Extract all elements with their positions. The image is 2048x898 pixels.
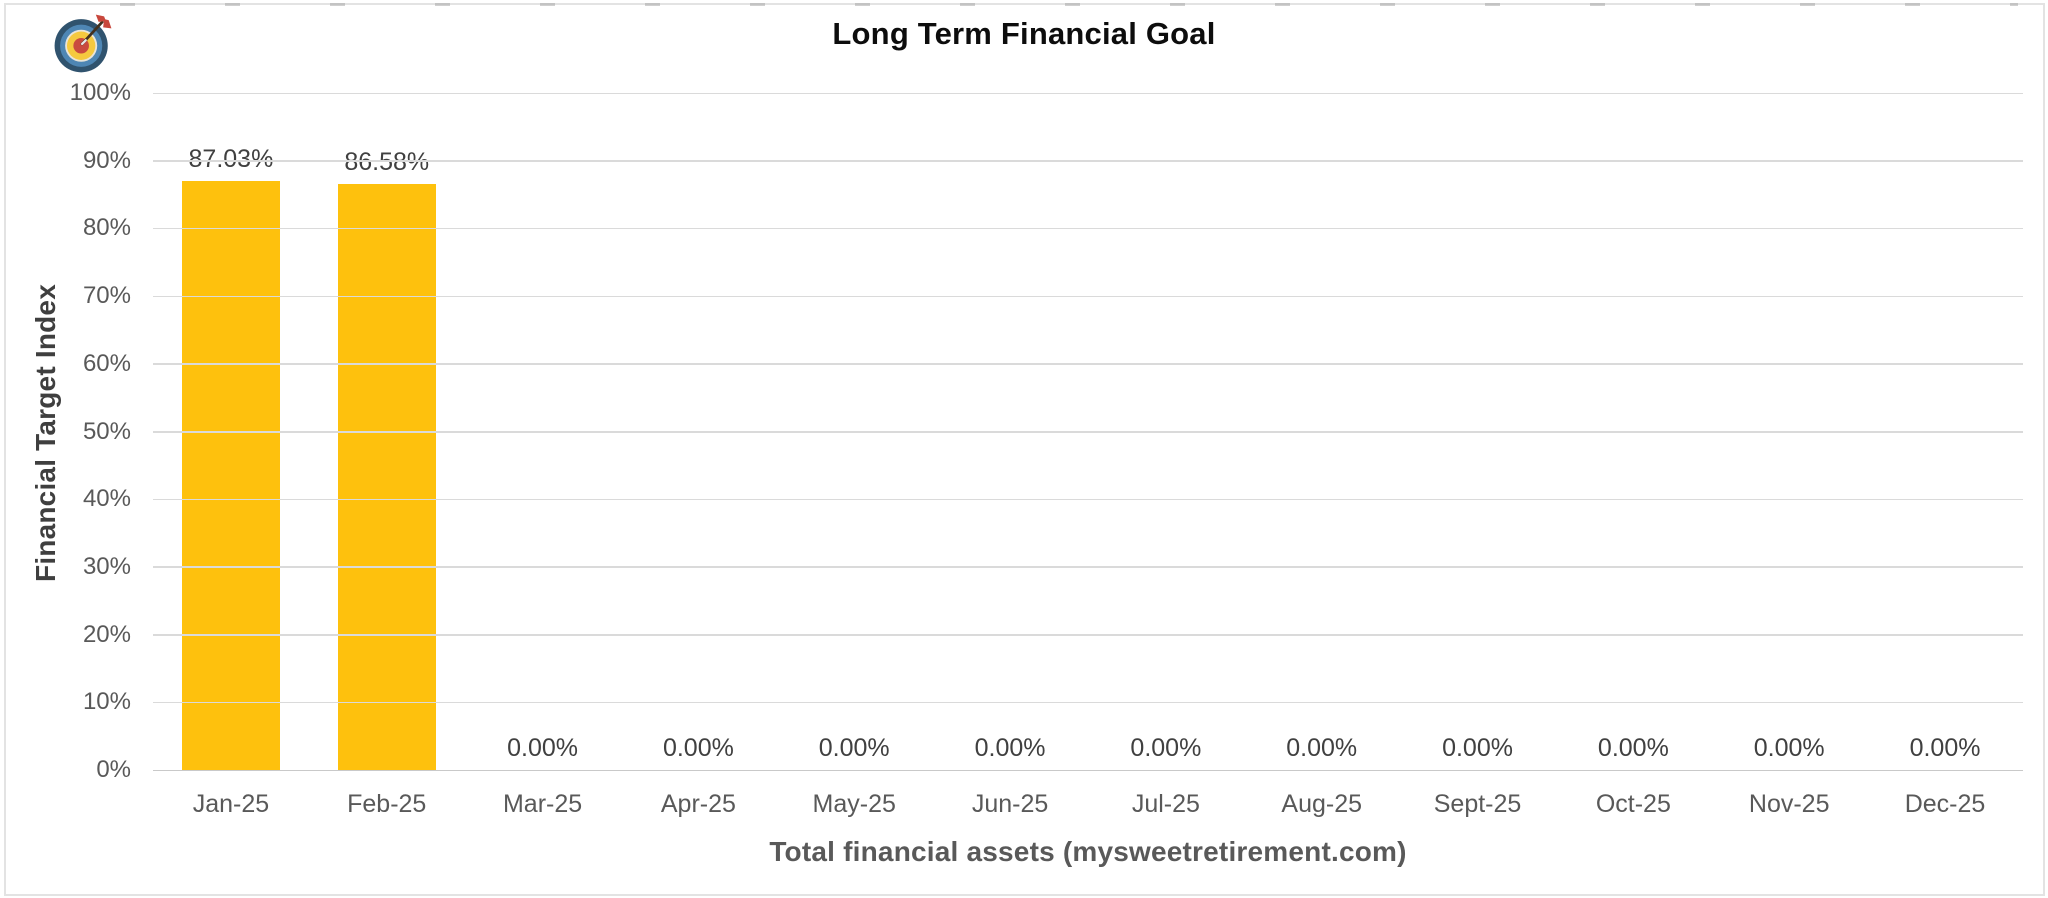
x-tick-label: Aug-25 — [1281, 790, 1363, 818]
y-tick-label: 20% — [82, 620, 131, 648]
bar — [337, 183, 436, 770]
bar-column: 0.00% — [1867, 93, 2023, 770]
bar-column: 0.00% — [1088, 93, 1244, 770]
chart-title: Long Term Financial Goal — [832, 16, 1216, 51]
gridline — [153, 498, 2023, 501]
x-tick-label: Mar-25 — [502, 790, 583, 818]
gridline — [153, 295, 2023, 298]
x-axis-line — [153, 769, 2023, 771]
data-label: 0.00% — [1597, 734, 1669, 762]
bar-column: 0.00% — [776, 93, 932, 770]
x-tick-label: Oct-25 — [1595, 790, 1671, 818]
y-axis: 0% 10% 20% 30% 40% 50% 60% 70% 80% 90% 100% — [0, 80, 131, 783]
y-tick-label: 10% — [82, 688, 131, 716]
x-tick-label: Jun-25 — [971, 790, 1049, 818]
x-axis: Jan-25 Feb-25 Mar-25 Apr-25 May-25 Jun-25 Jul-… — [153, 790, 2023, 819]
bar-column: 0.00% — [1555, 93, 1711, 770]
y-tick-label: 60% — [82, 349, 131, 377]
y-tick-label: 0% — [96, 756, 131, 783]
bar-column: 0.00% — [620, 93, 776, 770]
data-label: 86.58% — [344, 147, 430, 176]
y-tick-label: 80% — [82, 214, 131, 242]
plot-area: 87.03% 86.58% 0.00% 0.00% 0.00% 0.00% 0.00% 0.0… — [153, 92, 2023, 771]
data-label: 87.03% — [188, 144, 274, 173]
y-tick-label: 40% — [82, 485, 131, 513]
x-tick-label: May-25 — [812, 790, 896, 818]
x-tick-label: Jul-25 — [1131, 790, 1200, 818]
gridline — [153, 431, 2023, 433]
gridline — [153, 227, 2023, 230]
bar-column: 87.03% — [153, 93, 309, 770]
x-tick-label: Apr-25 — [660, 790, 736, 818]
bar-column: 0.00% — [1244, 93, 1400, 770]
data-label: 0.00% — [1286, 734, 1358, 762]
data-label: 0.00% — [818, 734, 890, 762]
gridline — [153, 634, 2023, 636]
gridline — [153, 92, 2023, 94]
bar-column: 0.00% — [932, 93, 1088, 770]
data-label: 0.00% — [1130, 734, 1202, 762]
gridline — [153, 363, 2023, 365]
data-label: 0.00% — [662, 734, 734, 762]
bar-column: 0.00% — [1400, 93, 1556, 770]
y-tick-label: 90% — [82, 146, 131, 174]
y-tick-label: 30% — [82, 552, 131, 580]
gridline — [153, 701, 2023, 704]
data-label: 0.00% — [507, 734, 579, 762]
data-label: 0.00% — [1753, 734, 1825, 762]
y-tick-label: 100% — [69, 79, 131, 106]
data-label: 0.00% — [1909, 734, 1981, 762]
x-tick-label: Sept-25 — [1433, 790, 1522, 818]
bar-series: 87.03% 86.58% 0.00% 0.00% 0.00% 0.00% 0.00% 0.0… — [153, 93, 2023, 770]
x-tick-label: Nov-25 — [1748, 790, 1830, 818]
bar-column: 0.00% — [465, 93, 621, 770]
y-tick-label: 70% — [82, 282, 131, 310]
x-tick-label: Dec-25 — [1904, 790, 1986, 818]
bar-column: 0.00% — [1711, 93, 1867, 770]
x-tick-label: Jan-25 — [192, 790, 270, 818]
spreadsheet-grid-remnant — [30, 3, 2018, 6]
data-label: 0.00% — [974, 734, 1046, 762]
x-tick-label: Feb-25 — [347, 790, 427, 818]
gridline — [153, 566, 2023, 568]
data-label: 0.00% — [1442, 734, 1513, 762]
bar — [181, 180, 280, 770]
x-axis-title: Total financial assets (mysweetretiremen… — [769, 836, 1407, 867]
y-tick-label: 50% — [82, 417, 131, 445]
gridline — [153, 160, 2023, 162]
target-dartboard-icon — [54, 14, 112, 73]
bar-column: 86.58% — [309, 93, 465, 770]
